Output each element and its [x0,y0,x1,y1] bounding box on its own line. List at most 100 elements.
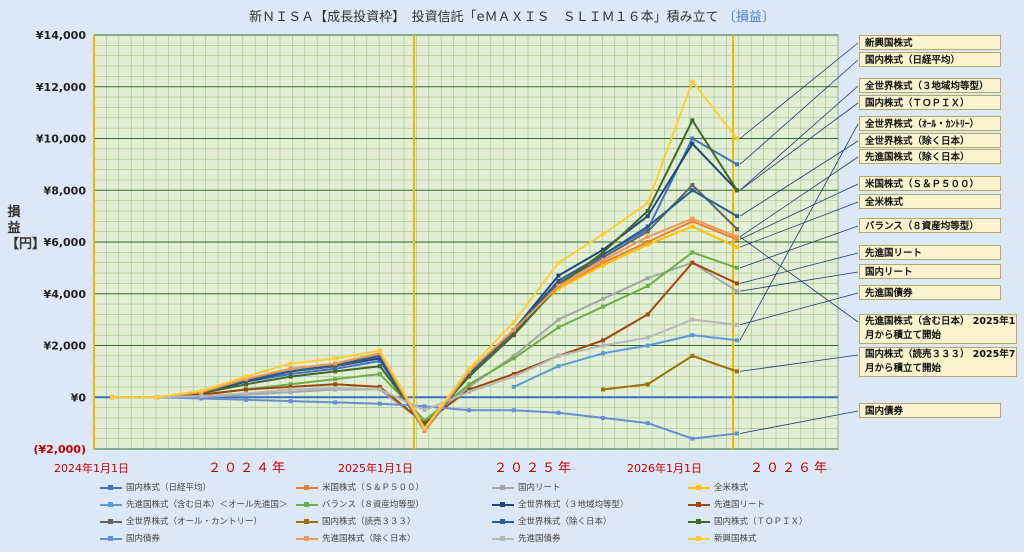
data-point [243,377,248,382]
x-year-label: ２０２４年 [208,461,288,476]
legend-label: 国内リート [518,483,561,493]
data-point [690,216,695,221]
callout-label: 国内株式（日経平均） [859,52,1001,67]
callout-arrow [739,236,859,323]
data-point [556,260,561,265]
data-point [645,343,650,348]
data-point [288,374,293,379]
legend-item: 全米株式 [688,481,748,493]
callout-label: 国内債券 [859,403,1001,418]
legend-swatch [296,484,318,490]
callout-arrow [739,102,859,191]
legend-swatch [100,501,122,507]
data-point [645,242,650,247]
callout-label: 先進国債券 [859,285,1001,300]
data-point [199,388,204,393]
callout-arrow [739,271,859,292]
data-point [288,390,293,395]
legend-swatch [688,484,710,490]
data-point [735,431,739,436]
legend-label: 全米株式 [714,483,749,493]
y-tick-label: ¥14,000 [36,29,86,42]
legend-label: 国内株式（読売３３３） [322,517,416,527]
data-point [333,361,338,366]
data-point [601,304,606,309]
data-point [690,436,695,441]
series-line [602,354,738,391]
callout-label: 全米株式 [859,194,1001,209]
data-point [243,397,248,402]
x-date-label: 2026年1月1日 [627,461,702,475]
data-point [333,377,338,382]
data-point [377,371,382,376]
legend-swatch [492,501,514,507]
callout-arrow [739,292,859,326]
data-point [333,366,338,371]
data-point [467,408,472,413]
data-point [243,374,248,379]
data-point [601,351,606,356]
legend-item: 米国株式（Ｓ＆Ｐ５００） [296,481,424,493]
legend-label: 国内株式（日経平均） [126,483,212,493]
data-point [422,428,427,433]
callout-arrow [739,183,859,240]
legend-item: 国内債券 [100,532,160,544]
data-point [556,353,561,358]
data-point [735,289,739,294]
data-point [511,327,516,332]
data-point [645,234,650,239]
data-point [601,260,606,265]
data-point [467,382,472,387]
data-point [377,387,382,392]
legend-swatch [100,518,122,524]
data-point [735,322,739,327]
data-point [243,391,248,396]
data-point [601,250,606,255]
data-point [645,229,650,234]
data-point [511,384,516,389]
data-point [422,418,427,423]
legend-item: 国内株式（読売３３３） [296,515,416,527]
callout-arrow [739,140,859,217]
data-point [645,421,650,426]
data-point [422,421,427,426]
data-point [333,382,338,387]
data-point [333,356,338,361]
data-point [735,281,739,286]
data-point [601,252,606,257]
data-point [377,353,382,358]
data-point [601,232,606,237]
data-point [377,348,382,353]
data-point [511,330,516,335]
callout-label: 国内株式（読売３３３） 2025年7月から積立て開始 [859,347,1017,377]
legend-item: 国内株式（日経平均） [100,481,211,493]
callout-arrow [739,410,859,434]
data-point [333,386,338,391]
data-point [511,374,516,379]
data-point [690,118,695,123]
data-point [690,219,695,224]
legend-swatch [296,535,318,541]
data-point [735,237,739,242]
data-point [690,224,695,229]
data-point [288,361,293,366]
y-tick-label: ¥8,000 [44,184,87,197]
data-point [601,263,606,268]
legend-label: 国内債券 [126,534,161,544]
data-point [690,250,695,255]
data-point [690,183,695,188]
data-point [645,312,650,317]
data-point [645,276,650,281]
callout-arrow [739,252,859,284]
data-point [199,393,204,398]
data-point [690,333,695,338]
legend-item: 国内株式（ＴＯＰＩＸ） [688,515,808,527]
data-point [288,371,293,376]
y-tick-label: ¥4,000 [44,288,87,301]
y-tick-label: (¥2,000) [33,443,86,456]
legend-item: バランス（８資産均等型） [296,498,424,510]
data-point [243,387,248,392]
data-point [154,395,159,400]
data-point [601,338,606,343]
data-point [556,325,561,330]
